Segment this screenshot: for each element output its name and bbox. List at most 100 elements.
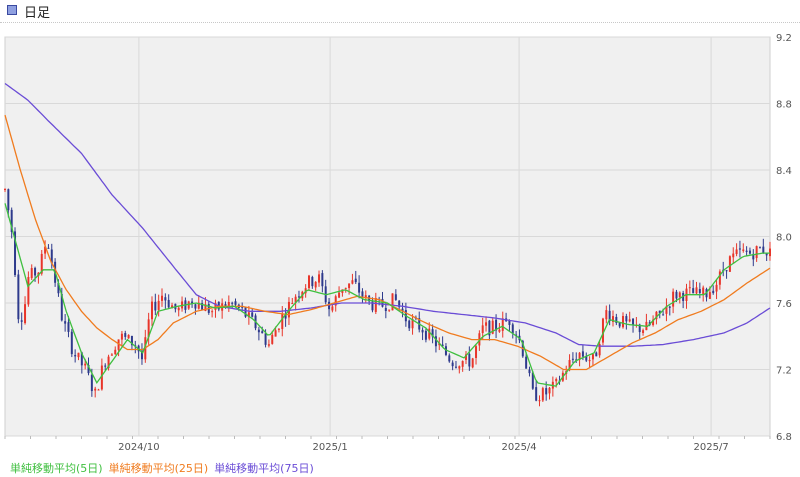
candle-body: [578, 352, 581, 360]
candle-body: [291, 303, 294, 305]
candle-body: [732, 253, 735, 258]
candle-body: [17, 274, 20, 320]
candle-body: [454, 366, 457, 368]
candle-body: [491, 320, 494, 334]
candle-body: [80, 352, 83, 366]
candle-body: [311, 277, 314, 287]
candle-body: [461, 361, 464, 367]
candle-body: [692, 288, 695, 294]
candle-body: [471, 358, 474, 368]
candle-body: [424, 330, 427, 340]
candle-body: [702, 287, 705, 295]
candle-body: [307, 275, 310, 289]
candle-body: [601, 318, 604, 343]
candle-body: [448, 355, 451, 362]
candle-body: [615, 316, 618, 323]
candle-body: [384, 307, 387, 312]
candle-body: [688, 287, 691, 289]
candle-body: [401, 308, 404, 312]
candle-body: [525, 356, 528, 369]
candle-body: [154, 301, 157, 311]
candle-body: [201, 303, 204, 310]
candle-body: [605, 310, 608, 320]
candle-body: [161, 295, 164, 301]
candle-body: [348, 283, 351, 289]
candle-body: [585, 356, 588, 361]
candle-body: [194, 304, 197, 309]
candle-body: [318, 274, 321, 283]
candle-body: [104, 365, 107, 367]
candle-body: [130, 335, 133, 346]
candle-body: [374, 297, 377, 312]
candle-body: [758, 247, 761, 249]
candle-body: [70, 331, 73, 355]
candle-body: [177, 307, 180, 311]
chart-header: 日足: [0, 0, 800, 23]
candle-body: [264, 333, 267, 345]
candle-body: [655, 311, 658, 320]
legend-ma5: 単純移動平均(5日): [10, 462, 103, 475]
candle-body: [434, 336, 437, 347]
candle-body: [371, 301, 374, 311]
candle-body: [725, 270, 728, 272]
candle-body: [528, 369, 531, 374]
candle-body: [568, 359, 571, 371]
candle-body: [441, 344, 444, 347]
candle-body: [465, 354, 468, 360]
candle-body: [618, 322, 621, 327]
candle-body: [314, 281, 317, 288]
legend-ma25: 単純移動平均(25日): [108, 462, 209, 475]
candle-body: [234, 301, 237, 305]
candle-body: [394, 294, 397, 300]
candle-body: [658, 310, 661, 314]
candle-body: [451, 362, 454, 367]
candle-body: [247, 312, 250, 318]
candle-body: [638, 324, 641, 333]
candle-body: [274, 330, 277, 337]
candle-body: [588, 360, 591, 362]
candle-body: [84, 363, 87, 366]
candle-body: [485, 322, 488, 326]
candle-body: [40, 253, 43, 274]
candle-body: [150, 301, 153, 320]
candle-body: [187, 301, 190, 309]
candle-body: [97, 389, 100, 391]
candle-body: [47, 247, 50, 249]
candle-body: [458, 366, 461, 369]
candle-body: [762, 246, 765, 253]
candle-body: [411, 318, 414, 329]
candle-body: [431, 329, 434, 337]
candle-body: [652, 319, 655, 326]
candle-body: [642, 330, 645, 333]
candle-body: [531, 372, 534, 389]
candle-body: [745, 250, 748, 252]
candle-body: [124, 333, 127, 337]
candle-body: [211, 311, 214, 313]
candle-body: [468, 353, 471, 367]
candle-body: [548, 387, 551, 394]
candle-body: [625, 316, 628, 322]
candle-body: [74, 355, 77, 357]
y-tick-label: 6.8: [776, 432, 792, 443]
candle-body: [14, 231, 17, 276]
candle-body: [698, 289, 701, 293]
candle-body: [718, 271, 721, 285]
candle-body: [398, 300, 401, 308]
ma75-line: [4, 82, 771, 347]
candle-body: [358, 282, 361, 293]
candle-body: [57, 282, 60, 294]
candle-body: [765, 253, 768, 256]
candle-body: [7, 189, 10, 211]
candle-body: [755, 246, 758, 259]
y-tick-label: 7.2: [776, 366, 792, 377]
candle-body: [10, 209, 13, 232]
candle-body: [541, 388, 544, 401]
candle-body: [611, 316, 614, 322]
candle-body: [257, 329, 260, 333]
candle-body: [495, 319, 498, 331]
candle-body: [107, 356, 110, 369]
candle-body: [110, 354, 113, 356]
y-tick-label: 8.8: [776, 100, 792, 111]
candle-body: [708, 292, 711, 299]
candle-body: [511, 324, 514, 334]
